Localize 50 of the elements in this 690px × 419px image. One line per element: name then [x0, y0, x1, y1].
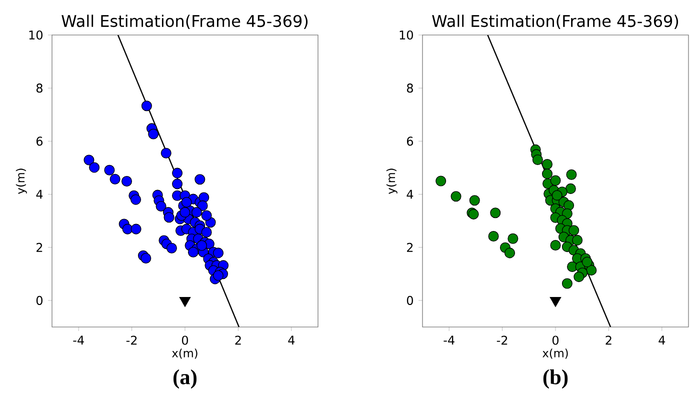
y-tick-label: 0	[406, 296, 413, 305]
point	[488, 230, 499, 242]
point	[552, 190, 562, 201]
point	[450, 191, 462, 202]
point	[490, 208, 501, 218]
text: (a)	[174, 369, 196, 389]
point	[508, 233, 518, 244]
x-tick-label: 0	[552, 336, 559, 345]
y-tick-label: 6	[406, 136, 414, 146]
point	[550, 175, 561, 186]
point	[469, 195, 480, 206]
y-tick-label: 4	[36, 190, 43, 199]
chart-title: Wall Estimation(Frame 45-369)	[62, 14, 308, 29]
point	[572, 234, 583, 246]
point	[562, 278, 572, 289]
x-tick-label: -2	[496, 336, 508, 345]
x-axis-title: x(m)	[172, 348, 198, 359]
x-tick-label: -4	[73, 336, 84, 344]
x-tick-label: 4	[288, 336, 295, 344]
text: (b)	[543, 369, 568, 389]
point	[574, 272, 584, 282]
y-axis-title: y(m)	[386, 168, 398, 194]
point	[564, 200, 574, 211]
y-tick-label: 6	[36, 136, 43, 146]
point	[436, 176, 446, 186]
point	[565, 183, 576, 194]
point	[566, 169, 577, 180]
y-tick-label: 10	[29, 30, 42, 40]
y-tick-label: 8	[36, 84, 42, 93]
point	[568, 225, 580, 236]
y-axis-title: y(m)	[16, 168, 27, 194]
y-tick-label: 0	[36, 296, 42, 305]
x-tick-label: 2	[235, 336, 241, 345]
y-tick-label: 2	[36, 242, 42, 252]
point	[542, 159, 553, 170]
x-tick-label: -2	[126, 336, 137, 345]
y-tick-label: 10	[400, 30, 413, 40]
y-tick-label: 8	[406, 84, 413, 93]
x-axis-title: x(m)	[542, 348, 568, 359]
y-tick-label: 2	[407, 242, 413, 252]
point	[542, 168, 553, 180]
point	[532, 154, 543, 166]
chart-title: Wall Estimation(Frame 45-369)	[432, 14, 678, 29]
x-tick-label: 2	[606, 336, 612, 345]
point	[550, 240, 561, 251]
x-tick-label: -4	[444, 336, 454, 344]
x-tick-label: 4	[658, 336, 666, 344]
x-tick-label: 0	[182, 336, 188, 345]
y-tick-label: 4	[406, 190, 414, 199]
point	[504, 248, 516, 258]
